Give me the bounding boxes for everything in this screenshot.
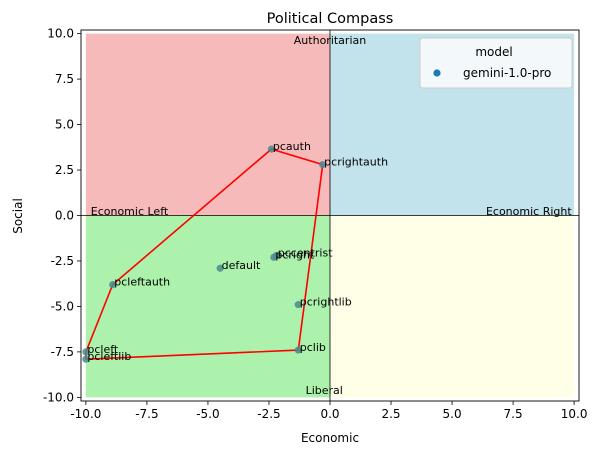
point-label-pcrightlib: pcrightlib: [300, 296, 352, 309]
y-tick-label: 2.5: [55, 163, 74, 177]
x-tick-label: 0.0: [320, 407, 339, 421]
quadrant-auth-left: [85, 33, 330, 216]
legend-entry-label: gemini-1.0-pro: [463, 66, 551, 80]
point-label-pcleftauth: pcleftauth: [114, 276, 170, 289]
center-axes: [81, 30, 579, 401]
point-label-default: default: [222, 259, 261, 272]
chart-title: Political Compass: [267, 11, 394, 27]
y-tick-label: 10.0: [47, 27, 74, 41]
point-pcleft: [82, 348, 90, 356]
quadrant-label-1: Liberal: [306, 384, 343, 397]
point-label-pcleftlib: pcleftlib: [87, 350, 131, 363]
quadrant-lib-left: [85, 215, 330, 398]
quadrant-labels: Authoritarian Liberal Economic Left Economi…: [91, 34, 573, 397]
x-tick-label: 7.5: [504, 407, 523, 421]
y-axis-ticks: -10.0 -7.5 -5.0 -2.5 0.0 2.5 5.0 7.5 10.0: [43, 27, 81, 404]
point-label-pccentrist: pccentrist: [278, 247, 333, 260]
quadrant-lib-right: [330, 215, 575, 398]
point-default: [216, 264, 224, 272]
x-tick-label: 2.5: [381, 407, 400, 421]
point-labels: pcauth pcrightauth pcleftauth default pcrigh…: [87, 140, 388, 363]
x-tick-label: -10.0: [70, 407, 101, 421]
legend-title: model: [475, 45, 512, 59]
x-tick-label: -2.5: [257, 407, 280, 421]
quadrant-label-0: Authoritarian: [294, 34, 366, 47]
x-axis-label: Economic: [301, 431, 359, 445]
point-label-pcrightauth: pcrightauth: [324, 156, 388, 169]
y-tick-label: 5.0: [55, 118, 74, 132]
y-tick-label: -10.0: [43, 390, 74, 404]
data-points: [82, 145, 327, 363]
y-tick-label: 7.5: [55, 72, 74, 86]
y-tick-label: -2.5: [51, 254, 74, 268]
x-axis-ticks: -10.0 -7.5 -5.0 -2.5 0.0 2.5 5.0 7.5 10.0: [70, 401, 587, 421]
point-label-pcright: pcright: [275, 248, 315, 261]
y-tick-label: -7.5: [51, 345, 74, 359]
point-label-pcleft: pcleft: [87, 343, 119, 356]
y-axis-label: Social: [11, 198, 25, 234]
x-tick-label: 10.0: [561, 407, 588, 421]
point-pccentrist: [272, 251, 280, 260]
point-label-pcauth: pcauth: [273, 140, 311, 153]
legend-box: [419, 37, 573, 89]
y-tick-label: -5.0: [51, 299, 74, 313]
point-pcleftlib: [82, 355, 90, 363]
legend: model gemini-1.0-pro: [419, 37, 573, 89]
point-pclib: [294, 346, 302, 354]
point-pcrightlib: [294, 301, 302, 309]
x-tick-label: -7.5: [135, 407, 158, 421]
quadrant-label-2: Economic Left: [91, 205, 169, 218]
x-tick-label: -5.0: [196, 407, 219, 421]
legend-marker: [433, 69, 441, 77]
point-label-pclib: pclib: [300, 341, 326, 354]
point-pcrightauth: [319, 160, 327, 169]
point-pcleftauth: [109, 281, 117, 289]
quadrant-label-3: Economic Right: [486, 205, 572, 218]
point-pcauth: [267, 145, 276, 153]
y-tick-label: 0.0: [55, 209, 74, 223]
x-tick-label: 5.0: [443, 407, 462, 421]
